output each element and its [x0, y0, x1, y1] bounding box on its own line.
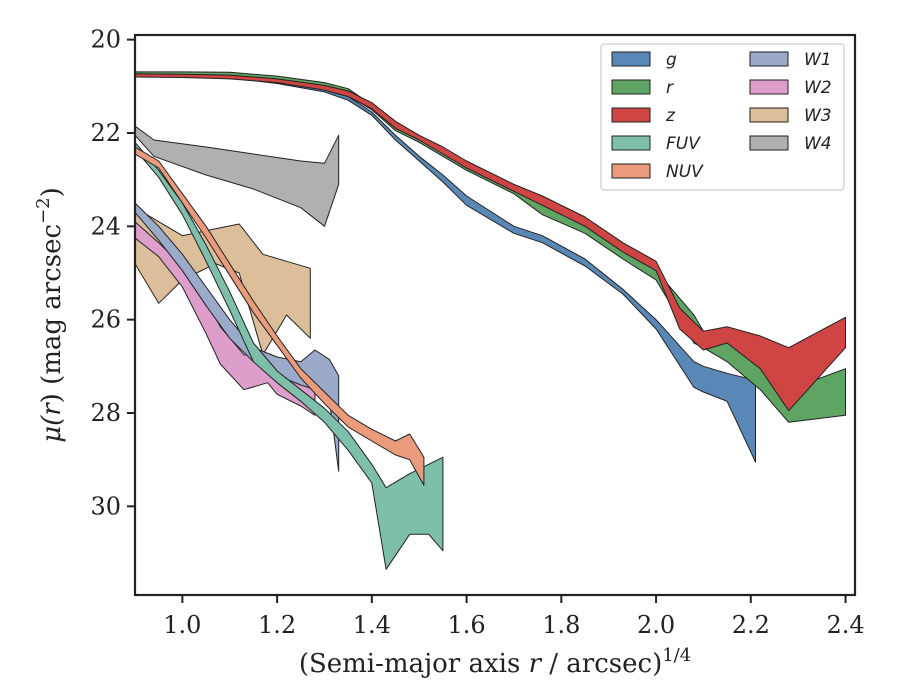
legend-label-w1: W1	[804, 50, 832, 70]
legend-label-w3: W3	[804, 106, 832, 126]
legend-swatch-w3	[749, 107, 789, 123]
x-tick-label: 2.4	[826, 611, 864, 639]
series-band-w1	[135, 202, 340, 472]
x-axis-label: (Semi-major axis r / arcsec)1/4	[299, 645, 691, 679]
series-band-fuv	[135, 141, 444, 570]
legend-swatch-fuv	[611, 135, 651, 151]
y-tick-label: 20	[90, 26, 121, 54]
legend-swatch-w1	[749, 51, 789, 67]
series-band-w4	[135, 125, 340, 227]
series-band-g	[135, 72, 756, 463]
legend-label-w2: W2	[804, 78, 832, 98]
legend-label-z: z	[665, 106, 676, 126]
y-axis-label: μ(r) (mag arcsec−2)	[33, 187, 67, 443]
y-tick-label: 28	[90, 399, 121, 427]
legend-swatch-nuv	[611, 163, 651, 179]
series-band-z	[135, 73, 846, 412]
legend-swatch-g	[611, 51, 651, 67]
legend-swatch-w2	[749, 79, 789, 95]
x-tick-label: 1.2	[258, 611, 296, 639]
legend: grz FUV NUV W1 W2 W3 W4	[600, 43, 845, 191]
x-tick-label: 2.2	[732, 611, 770, 639]
y-axis: 20 22 24 26 28 30	[90, 26, 135, 520]
legend-label-r: r	[666, 78, 674, 98]
x-tick-label: 1.4	[353, 611, 391, 639]
series-layer	[135, 71, 846, 570]
legend-swatch-w4	[749, 135, 789, 151]
legend-label-fuv: FUV	[666, 134, 701, 154]
x-axis: 1.0 1.2 1.4 1.6 1.8 2.0 2.2 2.4	[163, 595, 865, 639]
x-tick-label: 1.8	[542, 611, 580, 639]
x-tick-label: 2.0	[637, 611, 675, 639]
series-band-nuv	[135, 146, 425, 486]
legend-label-nuv: NUV	[666, 162, 704, 182]
legend-swatch-r	[611, 79, 651, 95]
legend-label-w4: W4	[804, 134, 832, 154]
x-tick-label: 1.0	[163, 611, 201, 639]
y-tick-label: 30	[90, 492, 121, 520]
legend-label-g: g	[666, 50, 677, 70]
y-tick-label: 22	[90, 119, 121, 147]
legend-swatch-z	[611, 107, 651, 123]
x-tick-label: 1.6	[447, 611, 485, 639]
y-tick-label: 26	[90, 306, 121, 334]
y-tick-label: 24	[90, 212, 121, 240]
plot-frame	[133, 33, 857, 597]
